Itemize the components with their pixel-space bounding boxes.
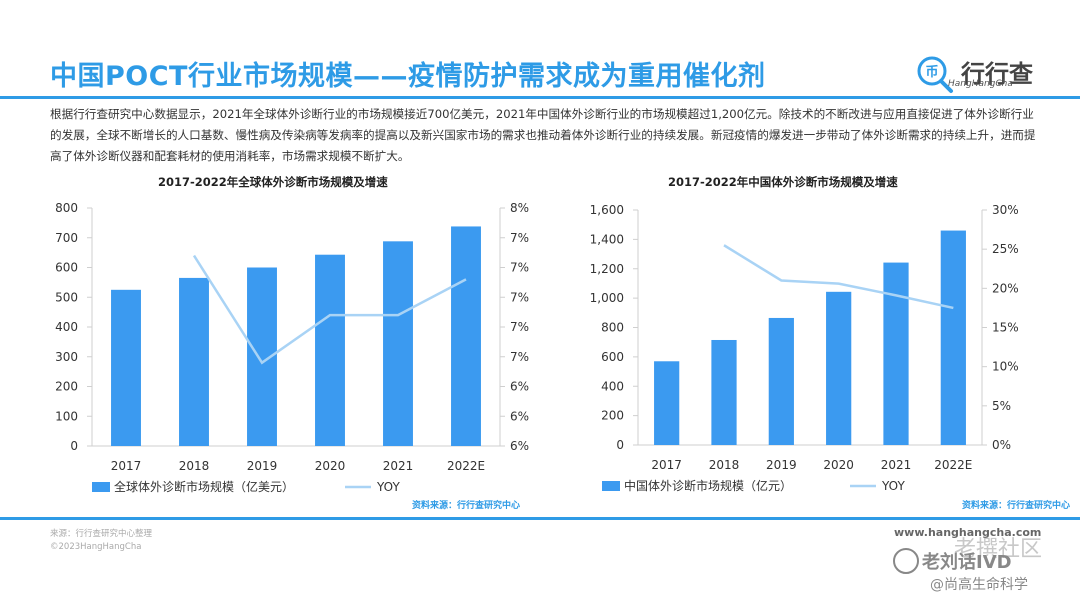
legend-line-label: YOY <box>881 479 905 493</box>
bar <box>826 291 852 445</box>
right-tick-label: 8% <box>510 201 529 215</box>
global-ivd-chart: 0 100 200 300 400 500 600 700 800 6% 6% 6% 7% 7% 7% 7% 7… <box>55 201 529 494</box>
logo-subtext: HangHangCha <box>948 79 1013 89</box>
left-tick-label: 600 <box>55 261 78 275</box>
chart1-source: 资料来源：行行查研究中心 <box>412 501 521 511</box>
x-tick-label: 2020 <box>315 459 346 473</box>
chart2-source: 资料来源：行行查研究中心 <box>962 501 1071 511</box>
left-tick-label: 800 <box>55 201 78 215</box>
left-tick-label: 300 <box>55 350 78 364</box>
bar <box>711 339 737 445</box>
left-tick-label: 0 <box>616 438 624 452</box>
right-tick-label: 7% <box>510 261 529 275</box>
left-tick-label: 0 <box>70 439 78 453</box>
legend-bar-swatch <box>92 482 110 492</box>
right-tick-label: 7% <box>510 320 529 334</box>
bar <box>383 241 413 446</box>
page-title: 中国POCT行业市场规模——疫情防护需求成为重用催化剂 <box>50 61 766 92</box>
x-tick-label: 2021 <box>881 458 912 472</box>
right-tick-label: 25% <box>992 242 1019 256</box>
bar <box>179 277 209 446</box>
bar <box>768 317 794 445</box>
footer-copyright: ©2023HangHangCha <box>50 542 142 552</box>
yoy-line <box>192 254 467 365</box>
left-tick-label: 1,400 <box>590 232 624 246</box>
left-tick-label: 800 <box>601 321 624 335</box>
left-tick-label: 500 <box>55 290 78 304</box>
x-tick-label: 2019 <box>247 459 278 473</box>
right-tick-label: 6% <box>510 439 529 453</box>
bar <box>451 226 481 446</box>
legend-bar-swatch <box>602 481 620 491</box>
right-tick-label: 30% <box>992 203 1019 217</box>
left-tick-label: 200 <box>55 380 78 394</box>
right-tick-label: 7% <box>510 231 529 245</box>
header-divider <box>0 96 1080 99</box>
watermark-overlay: 老撰社区 <box>954 537 1043 562</box>
wechat-icon <box>893 548 919 574</box>
right-tick-label: 15% <box>992 321 1019 335</box>
left-tick-label: 1,000 <box>590 291 624 305</box>
right-tick-label: 20% <box>992 281 1019 295</box>
watermark-line1: 老刘话IVD <box>922 552 1012 573</box>
right-tick-label: 10% <box>992 360 1019 374</box>
watermark-line2: @尚高生命科学 <box>930 577 1028 593</box>
legend-line-label: YOY <box>376 480 400 494</box>
bar <box>111 289 141 446</box>
x-tick-label: 2017 <box>651 458 682 472</box>
x-tick-label: 2019 <box>766 458 797 472</box>
logo-text: 行行查 <box>961 60 1033 88</box>
intro-paragraph: 根据行行查研究中心数据显示，2021年全球体外诊断行业的市场规模接近700亿美元… <box>50 107 1036 163</box>
right-tick-label: 5% <box>992 399 1011 413</box>
magnifier-logo-icon: 币 <box>917 56 953 93</box>
brand-logo: 币 行行查 <box>915 54 1033 94</box>
left-tick-label: 400 <box>55 320 78 334</box>
chart2-title: 2017-2022年中国体外诊断市场规模及增速 <box>668 175 898 189</box>
footer-divider <box>0 517 1080 520</box>
bar <box>315 254 345 446</box>
bar <box>940 230 966 445</box>
left-tick-label: 1,200 <box>590 262 624 276</box>
footer-source: 来源：行行查研究中心整理 <box>50 529 153 539</box>
footer-url: www.hanghangcha.com <box>894 526 1042 539</box>
left-tick-label: 600 <box>601 350 624 364</box>
left-tick-label: 200 <box>601 409 624 423</box>
china-ivd-chart: 0 200 400 600 800 1,000 1,200 1,400 1,600 0% 5% 10%… <box>590 203 1019 493</box>
x-tick-label: 2021 <box>383 459 414 473</box>
bar <box>883 262 909 445</box>
right-tick-label: 6% <box>510 380 529 394</box>
chart1-title: 2017-2022年全球体外诊断市场规模及增速 <box>158 175 388 189</box>
yoy-line <box>723 244 954 310</box>
left-tick-label: 1,600 <box>590 203 624 217</box>
x-tick-label: 2018 <box>179 459 210 473</box>
left-tick-label: 700 <box>55 231 78 245</box>
x-tick-label: 2022E <box>934 458 972 472</box>
x-tick-label: 2018 <box>709 458 740 472</box>
right-tick-label: 7% <box>510 350 529 364</box>
right-tick-label: 6% <box>510 409 529 423</box>
svg-text:币: 币 <box>925 65 938 80</box>
legend-bar-label: 中国体外诊断市场规模（亿元） <box>624 478 792 493</box>
legend-bar-label: 全球体外诊断市场规模（亿美元） <box>114 479 294 494</box>
left-tick-label: 100 <box>55 409 78 423</box>
right-tick-label: 0% <box>992 438 1011 452</box>
x-tick-label: 2022E <box>447 459 485 473</box>
x-tick-label: 2020 <box>823 458 854 472</box>
right-tick-label: 7% <box>510 290 529 304</box>
bar <box>654 361 680 445</box>
left-tick-label: 400 <box>601 379 624 393</box>
x-tick-label: 2017 <box>111 459 142 473</box>
